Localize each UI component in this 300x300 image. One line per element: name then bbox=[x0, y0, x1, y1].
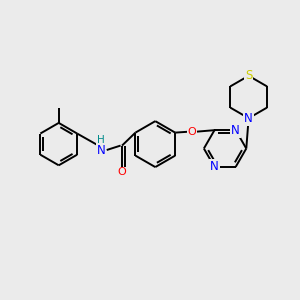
Text: S: S bbox=[245, 69, 252, 82]
Text: O: O bbox=[118, 167, 126, 177]
Text: N: N bbox=[97, 144, 106, 157]
Text: N: N bbox=[210, 160, 219, 173]
Text: N: N bbox=[244, 112, 253, 125]
Text: O: O bbox=[188, 127, 196, 137]
Text: H: H bbox=[97, 135, 105, 145]
Text: N: N bbox=[231, 124, 240, 137]
